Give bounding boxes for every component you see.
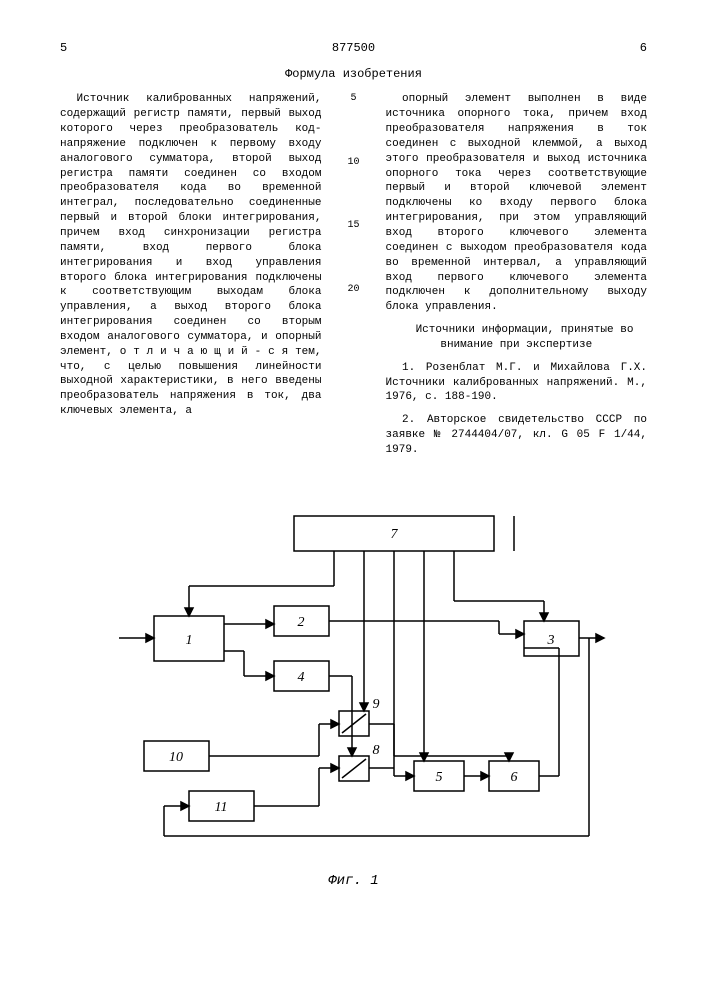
patent-number: 877500 <box>257 40 451 56</box>
line-mark: 15 <box>345 219 361 233</box>
block-6-label: 6 <box>510 770 517 785</box>
section-title: Формула изобретения <box>60 66 647 82</box>
page-header: 5 877500 6 <box>60 40 647 56</box>
block-7-label: 7 <box>390 527 398 542</box>
block-1-label: 1 <box>185 633 192 648</box>
line-mark: 20 <box>345 283 361 297</box>
reference-2: 2. Авторское свидетельство СССР по заявк… <box>386 413 647 458</box>
reference-1: 1. Розенблат М.Г. и Михайлова Г.Х. Источ… <box>386 361 647 406</box>
line-mark: 10 <box>345 156 361 170</box>
block-8-label: 8 <box>372 743 379 758</box>
left-column: Источник калиброванных напряжений, содер… <box>60 92 321 465</box>
claim-text-right: опорный элемент выполнен в виде источник… <box>386 92 647 315</box>
page-num-left: 5 <box>60 40 254 56</box>
line-mark: 5 <box>345 92 361 106</box>
claim-text-left: Источник калиброванных напряжений, содер… <box>60 92 321 419</box>
block-10-label: 10 <box>169 750 183 765</box>
block-4-label: 4 <box>297 670 304 685</box>
block-3-label: 3 <box>546 633 554 648</box>
page-num-right: 6 <box>453 40 647 56</box>
block-5-label: 5 <box>435 770 442 785</box>
references-title: Источники информации, принятые во вниман… <box>386 323 647 353</box>
two-column-text: Источник калиброванных напряжений, содер… <box>60 92 647 465</box>
block-2-label: 2 <box>297 615 304 630</box>
line-number-gutter: 5 10 15 20 <box>345 92 361 465</box>
block-9-label: 9 <box>372 697 379 712</box>
block-11-label: 11 <box>214 800 227 815</box>
right-column: опорный элемент выполнен в виде источник… <box>386 92 647 465</box>
block-diagram: 7 1 2 4 3 10 11 5 6 9 8 Фиг. 1 <box>60 506 647 891</box>
figure-svg: 7 1 2 4 3 10 11 5 6 9 8 <box>94 506 614 866</box>
figure-caption: Фиг. 1 <box>60 872 647 891</box>
